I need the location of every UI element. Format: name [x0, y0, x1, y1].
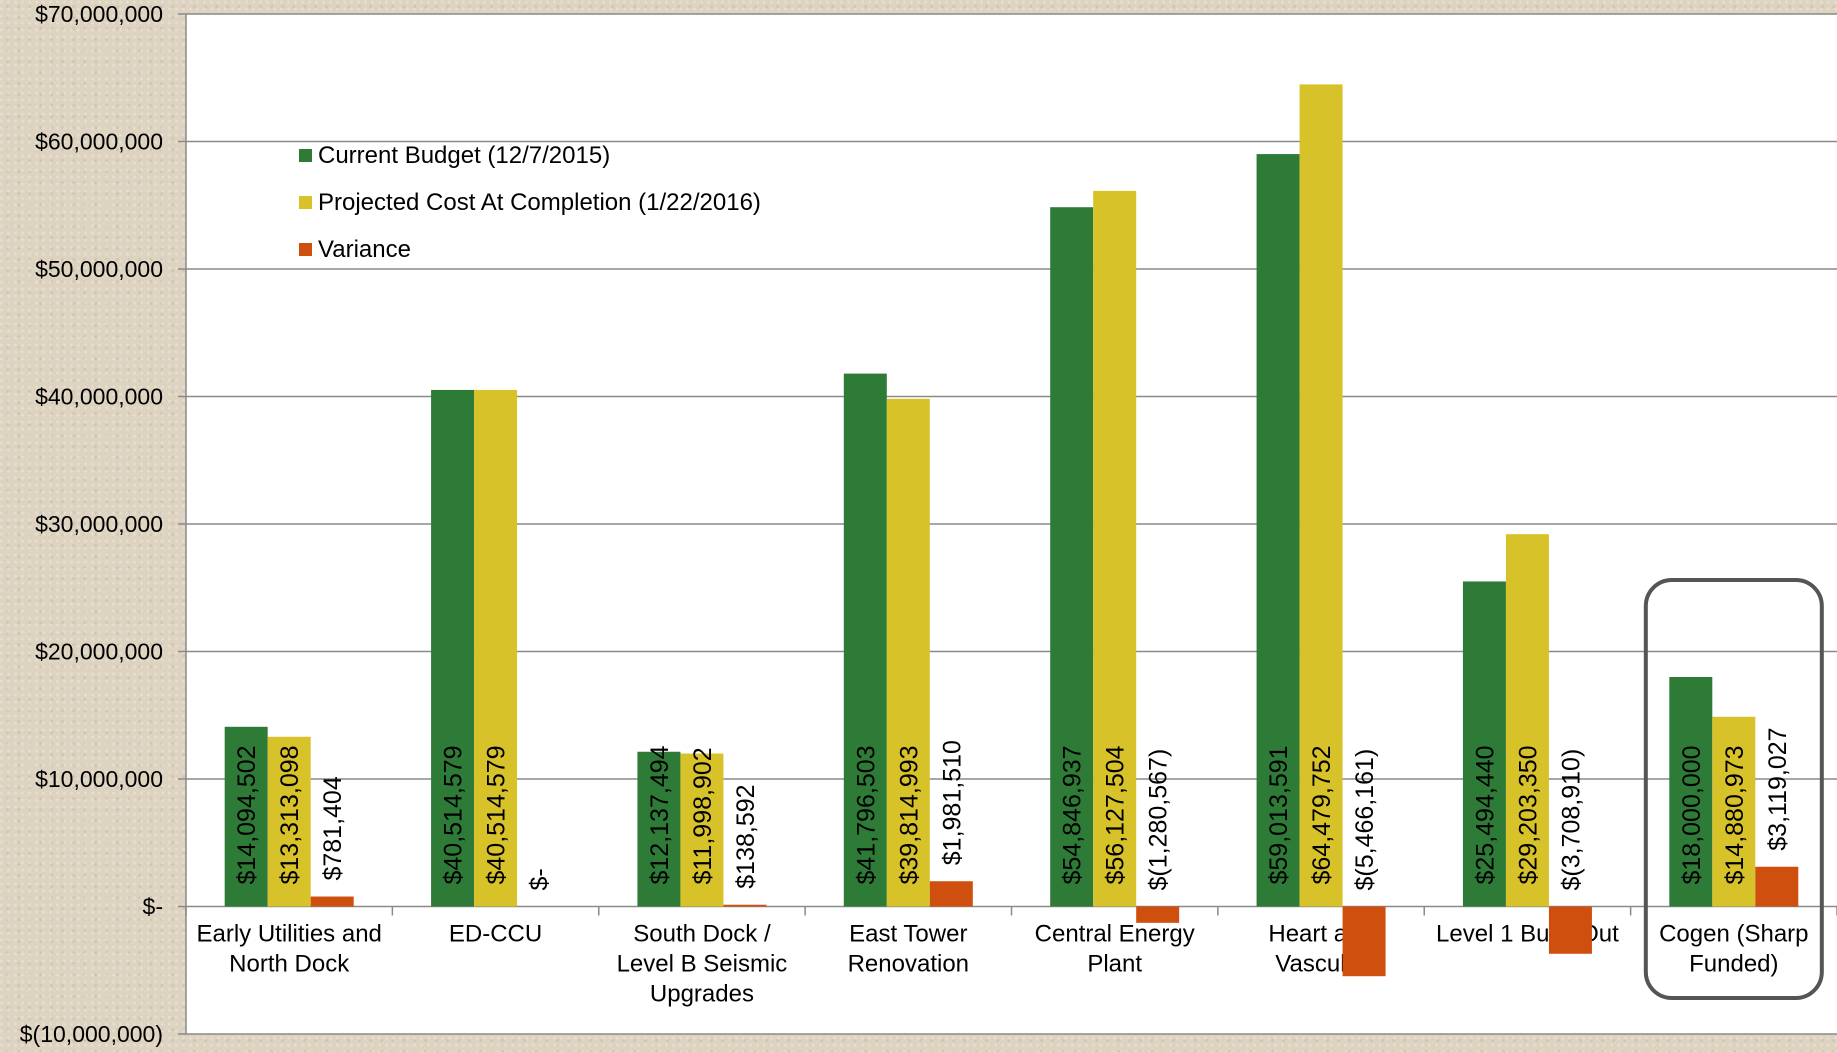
category-label: Cogen (Sharp Funded): [1659, 921, 1808, 978]
data-labels: $14,094,502 $13,313,098 $781,404 $40,514,57…: [233, 727, 1792, 890]
bar: [723, 904, 767, 907]
data-label: $59,013,591: [1265, 745, 1293, 884]
bar: [1462, 581, 1506, 907]
data-label: $25,494,440: [1471, 745, 1499, 884]
bar: [1548, 906, 1592, 954]
y-tick-label: $-: [143, 894, 163, 920]
data-label: $11,998,902: [689, 747, 717, 884]
legend-swatch: [299, 149, 312, 162]
bar: [1093, 190, 1137, 907]
highlight-box: [1643, 578, 1824, 1000]
y-tick-label: $70,000,000: [35, 1, 163, 27]
bar: [929, 881, 973, 907]
highlight-frame: [1643, 578, 1824, 1000]
bar: [224, 726, 268, 907]
data-label: $13,313,098: [276, 745, 304, 884]
bar: [886, 398, 930, 907]
bar: [1050, 207, 1094, 907]
y-tick-label: $10,000,000: [35, 766, 163, 792]
legend-swatch: [299, 196, 312, 209]
category-label: East Tower Renovation: [848, 921, 969, 978]
data-label: $138,592: [732, 784, 760, 888]
y-tick-label: $60,000,000: [35, 129, 163, 155]
data-label: $54,846,937: [1059, 745, 1087, 884]
bar: [1342, 906, 1386, 977]
data-label: $(3,708,910): [1557, 749, 1585, 891]
data-label: $1,981,510: [938, 740, 966, 865]
bar: [431, 389, 475, 907]
bar: [843, 373, 887, 907]
legend-swatch: [299, 243, 312, 256]
bar: [267, 736, 311, 907]
y-axis: $70,000,000 $60,000,000 $50,000,000 $40,000…: [20, 1, 187, 1047]
category-label: South Dock / Level B Seismic Upgrades: [617, 921, 788, 1008]
bar: [1669, 677, 1713, 907]
legend-label: Projected Cost At Completion (1/22/2016): [318, 189, 761, 216]
y-tick-label: $20,000,000: [35, 639, 163, 665]
data-label: $40,514,579: [483, 745, 511, 884]
bar: [1256, 154, 1300, 907]
bar: [1136, 906, 1180, 923]
data-label: $14,094,502: [233, 745, 261, 884]
data-label: $(1,280,567): [1145, 749, 1173, 891]
y-tick-label: $30,000,000: [35, 511, 163, 537]
bars: [224, 84, 1799, 977]
data-label: $40,514,579: [440, 745, 468, 884]
data-label: $18,000,000: [1678, 745, 1706, 884]
bar: [1712, 716, 1756, 907]
data-label: $14,880,973: [1721, 745, 1749, 884]
data-label: $56,127,504: [1102, 745, 1130, 884]
category-label: Early Utilities and North Dock: [196, 921, 381, 978]
data-label: $64,479,752: [1308, 745, 1336, 884]
y-tick-label: $50,000,000: [35, 256, 163, 282]
bar: [1299, 84, 1343, 907]
data-label: $41,796,503: [852, 745, 880, 884]
y-tick-label: $(10,000,000): [20, 1021, 163, 1047]
bar: [1755, 866, 1799, 907]
legend: Current Budget (12/7/2015) Projected Cost…: [299, 142, 761, 263]
category-label: Central Energy Plant: [1035, 921, 1195, 978]
data-label: $3,119,027: [1764, 727, 1792, 850]
data-label: $12,137,494: [646, 745, 674, 884]
legend-label: Current Budget (12/7/2015): [318, 142, 610, 169]
data-label: $(5,466,161): [1351, 749, 1379, 891]
data-label: $-: [526, 868, 554, 890]
bar: [1505, 534, 1549, 907]
data-label: $29,203,350: [1514, 745, 1542, 884]
bar: [680, 753, 724, 907]
bar: [637, 751, 681, 907]
data-label: $781,404: [319, 776, 347, 880]
y-tick-label: $40,000,000: [35, 384, 163, 410]
data-label: $39,814,993: [895, 745, 923, 884]
legend-label: Variance: [318, 236, 411, 263]
bar: [310, 896, 354, 907]
category-label: ED-CCU: [449, 921, 542, 948]
bar: [474, 389, 518, 907]
